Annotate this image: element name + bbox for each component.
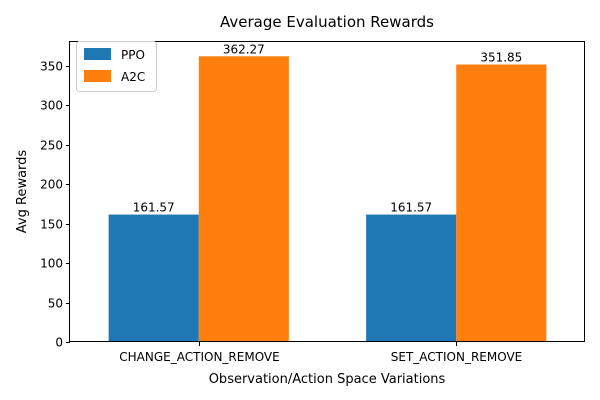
bar-ppo-2 bbox=[366, 214, 457, 342]
plot-frame bbox=[69, 41, 585, 342]
y-tick-label: 350 bbox=[40, 60, 63, 74]
bar-a2c-2 bbox=[456, 64, 547, 342]
data-label-ppo-2: 161.57 bbox=[390, 201, 432, 215]
legend-label-ppo: PPO bbox=[121, 48, 145, 62]
y-axis-label: Avg Rewards bbox=[15, 150, 30, 234]
y-tick-label: 100 bbox=[40, 257, 63, 271]
x-axis: CHANGE_ACTION_REMOVE SET_ACTION_REMOVE bbox=[119, 342, 522, 364]
legend-label-a2c: A2C bbox=[121, 70, 145, 84]
data-label-a2c-2: 351.85 bbox=[480, 51, 522, 65]
data-label-a2c-1: 362.27 bbox=[223, 42, 265, 56]
data-labels-layer: 161.57 161.57 362.27 351.85 bbox=[133, 42, 523, 214]
x-tick-label: CHANGE_ACTION_REMOVE bbox=[119, 350, 279, 364]
y-tick-label: 150 bbox=[40, 218, 63, 232]
x-tick-label: SET_ACTION_REMOVE bbox=[391, 350, 523, 364]
legend-swatch-a2c bbox=[84, 70, 111, 82]
data-label-ppo-1: 161.57 bbox=[133, 201, 175, 215]
y-tick-label: 300 bbox=[40, 99, 63, 113]
legend-swatch-ppo bbox=[84, 48, 111, 60]
y-tick-label: 50 bbox=[48, 297, 63, 311]
legend: PPO A2C bbox=[76, 41, 157, 92]
y-tick-label: 250 bbox=[40, 139, 63, 153]
y-tick-label: 200 bbox=[40, 178, 63, 192]
x-axis-label: Observation/Action Space Variations bbox=[209, 372, 446, 387]
bars-layer bbox=[108, 56, 547, 343]
y-tick-label: 0 bbox=[55, 336, 63, 350]
chart-title: Average Evaluation Rewards bbox=[220, 13, 434, 31]
bar-a2c-1 bbox=[198, 56, 289, 343]
y-axis: 0 50 100 150 200 250 300 350 bbox=[40, 60, 70, 350]
bar-ppo-1 bbox=[108, 214, 199, 342]
